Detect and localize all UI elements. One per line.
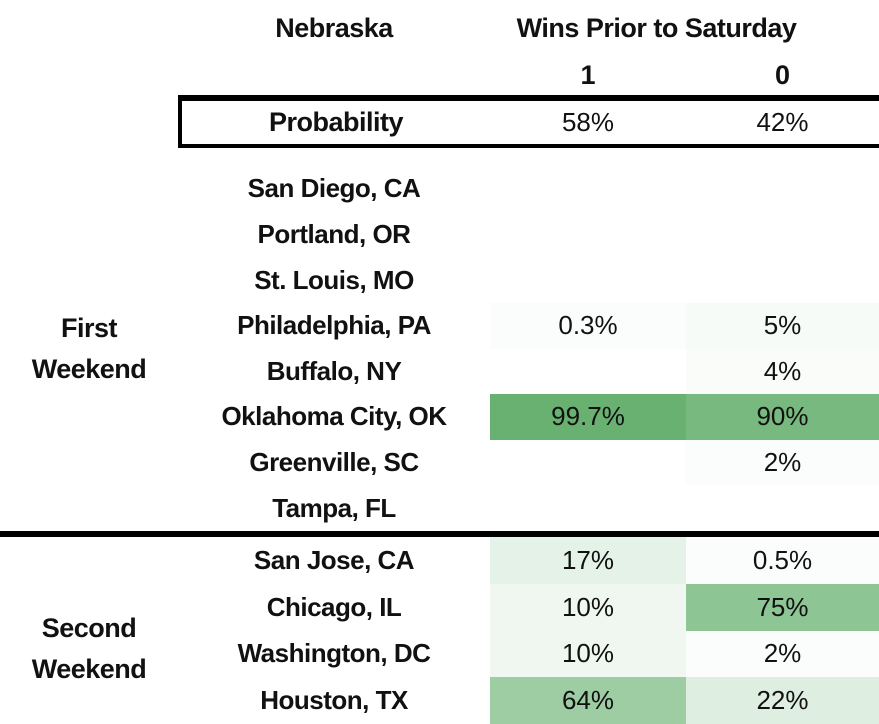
group-spacer-cell xyxy=(0,584,178,631)
city-label: Washington, DC xyxy=(237,638,431,669)
team-title: Nebraska xyxy=(275,12,393,43)
value-cell-col0: 5% xyxy=(686,302,879,349)
value-cell-col1: 10% xyxy=(490,583,686,631)
group-spacer-cell xyxy=(0,394,178,440)
value-cell-col0 xyxy=(686,166,879,212)
value-cell-col0: 22% xyxy=(686,677,879,724)
section-second-weekend: Second Weekend San Jose, CA 17% 0.5% Chicago… xyxy=(0,537,879,724)
column-label-1: 1 xyxy=(580,60,596,90)
value-cell-col0: 90% xyxy=(686,394,879,440)
section-first-weekend: First Weekend San Diego, CA Portland, OR St… xyxy=(0,166,879,531)
value-cell-col1: 99.7% xyxy=(490,394,686,440)
section-rows: San Diego, CA Portland, OR St. Louis, MO Ph… xyxy=(0,166,879,531)
value-cell-col1: 64% xyxy=(490,677,686,724)
value-cell-col0 xyxy=(686,212,879,258)
value-cell-col1 xyxy=(490,212,686,258)
group-spacer-cell xyxy=(0,485,178,531)
value-cell-col0 xyxy=(686,485,879,531)
probability-value-col0: 42% xyxy=(756,107,809,137)
section-rows: San Jose, CA 17% 0.5% Chicago, IL 10% 75% Wash… xyxy=(0,537,879,724)
header-gap xyxy=(0,148,879,166)
city-label: Greenville, SC xyxy=(249,447,419,478)
city-label: Chicago, IL xyxy=(266,591,402,622)
value-cell-col0 xyxy=(686,257,879,303)
value-cell-col1 xyxy=(490,166,686,212)
group-spacer-cell xyxy=(0,677,178,724)
table-row: Buffalo, NY 4% xyxy=(0,348,879,395)
group-spacer-cell xyxy=(0,166,178,212)
value-cell-col1 xyxy=(490,257,686,303)
city-label: St. Louis, MO xyxy=(254,264,414,295)
city-label: Philadelphia, PA xyxy=(237,310,431,341)
table-row: Houston, TX 64% 22% xyxy=(0,677,879,724)
column-labels-row: 1 0 xyxy=(0,56,879,95)
city-label: Houston, TX xyxy=(260,685,408,716)
section-divider xyxy=(0,531,879,537)
table-header: Nebraska Wins Prior to Saturday xyxy=(0,0,879,56)
table-row: Oklahoma City, OK 99.7% 90% xyxy=(0,394,879,440)
table-row: San Diego, CA xyxy=(0,166,879,212)
column-group-label: Wins Prior to Saturday xyxy=(516,12,797,43)
value-cell-col1: 0.3% xyxy=(490,302,686,349)
table-row: St. Louis, MO xyxy=(0,257,879,303)
group-spacer-cell xyxy=(0,631,178,678)
value-cell-col0: 0.5% xyxy=(686,537,879,584)
value-cell-col1 xyxy=(490,440,686,486)
city-label: Portland, OR xyxy=(257,218,411,249)
table-row: Greenville, SC 2% xyxy=(0,439,879,486)
probability-value-col1: 58% xyxy=(561,107,615,137)
table-row: Portland, OR xyxy=(0,212,879,258)
table-row: Tampa, FL xyxy=(0,485,879,531)
table-row: Chicago, IL 10% 75% xyxy=(0,583,879,631)
value-cell-col1: 10% xyxy=(490,630,686,678)
group-spacer-cell xyxy=(0,303,178,349)
value-cell-col0: 2% xyxy=(686,630,879,678)
city-label: Oklahoma City, OK xyxy=(221,401,447,432)
value-cell-col0: 75% xyxy=(686,583,879,631)
city-label: San Jose, CA xyxy=(253,544,415,575)
group-spacer-cell xyxy=(0,349,178,395)
column-label-0: 0 xyxy=(774,60,791,90)
value-cell-col1 xyxy=(490,349,686,395)
value-cell-col0: 2% xyxy=(686,439,879,486)
probability-row: Probability 58% 42% xyxy=(178,95,879,148)
group-spacer-cell xyxy=(0,537,178,584)
group-spacer-cell xyxy=(0,257,178,303)
value-cell-col0: 4% xyxy=(686,348,879,395)
value-cell-col1 xyxy=(490,485,686,531)
table-row: Washington, DC 10% 2% xyxy=(0,630,879,678)
probability-label: Probability xyxy=(268,107,404,137)
table-row: San Jose, CA 17% 0.5% xyxy=(0,537,879,584)
value-cell-col1: 17% xyxy=(490,537,686,584)
city-label: Buffalo, NY xyxy=(266,355,402,386)
group-spacer-cell xyxy=(0,440,178,486)
group-spacer-cell xyxy=(0,212,178,258)
city-label: Tampa, FL xyxy=(272,492,396,523)
city-label: San Diego, CA xyxy=(247,173,421,204)
table-row: Philadelphia, PA 0.3% 5% xyxy=(0,302,879,349)
